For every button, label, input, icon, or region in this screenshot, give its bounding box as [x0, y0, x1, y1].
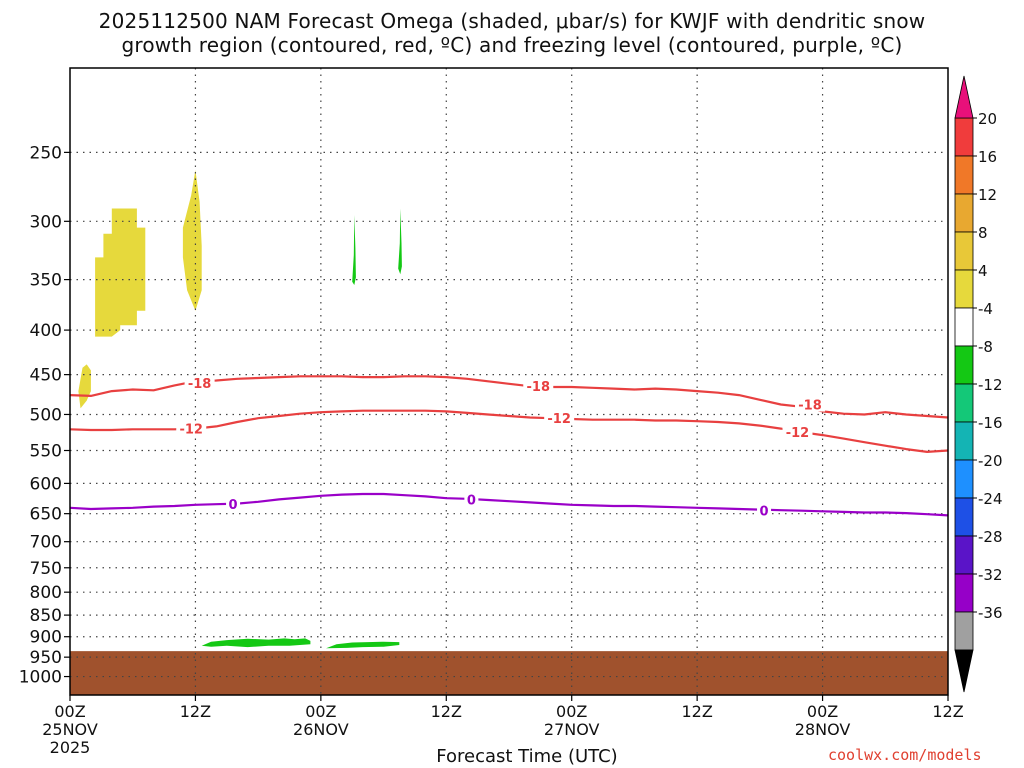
y-tick-label-750: 750: [30, 559, 62, 579]
colorbar-swatch-12: [954, 573, 974, 613]
contour-label-6: 0: [229, 498, 238, 513]
x-tick-label-4: 00Z: [556, 702, 587, 721]
colorbar-swatch-2: [954, 193, 974, 233]
contour-label-bg-8: [757, 503, 772, 518]
colorbar-label-9: -20: [978, 452, 1003, 470]
colorbar-swatch-11: [954, 535, 974, 575]
colorbar-label-2: 12: [978, 186, 997, 204]
colorbar-swatch-5: [954, 307, 974, 347]
omega-region-2: [78, 364, 91, 409]
x-tick-label-3: 12Z: [431, 702, 462, 721]
contour-label-bg-3: [176, 421, 207, 436]
colorbar-label-4: 4: [978, 262, 988, 280]
y-tick-label-550: 550: [30, 442, 62, 462]
omega-region-1: [182, 170, 202, 311]
x-tick-label-6: 00Z: [807, 702, 838, 721]
ground-fill: [70, 651, 948, 695]
colorbar-swatch-6: [954, 345, 974, 385]
colorbar-label-12: -32: [978, 566, 1003, 584]
contour-label-0: -18: [188, 377, 212, 392]
omega-region-5: [201, 638, 311, 648]
ground-layer: [70, 651, 948, 695]
colorbar-label-1: 16: [978, 148, 997, 166]
colorbar-swatch-10: [954, 497, 974, 537]
x-tick-date-6: 28NOV: [795, 720, 851, 739]
y-tick-label-700: 700: [30, 533, 62, 553]
colorbar-swatch-4: [954, 269, 974, 309]
x-axis-label: Forecast Time (UTC): [436, 746, 618, 767]
colorbar-label-3: 8: [978, 224, 988, 242]
x-tick-label-2: 00Z: [305, 702, 336, 721]
colorbar: 20 16 12 8 4 -4 -8 -12 -16 -20 -24 -28 -32 -36: [954, 75, 1003, 693]
colorbar-swatch-7: [954, 383, 974, 423]
colorbar-bottom-arrow: [954, 649, 974, 693]
contour-label-3: -12: [179, 423, 203, 438]
x-tick-date-2: 26NOV: [293, 720, 349, 739]
watermark-text: coolwx.com/models: [828, 746, 982, 764]
contour-label-7: 0: [467, 493, 476, 508]
colorbar-label-0: 20: [978, 110, 997, 128]
x-tick-label-5: 12Z: [681, 702, 712, 721]
contour-label-layer: -18 -18 -18 -12 -12 -12 0 0 0: [176, 375, 826, 520]
contour-label-bg-2: [795, 397, 826, 412]
chart-title-line2: growth region (contoured, red, ºC) and f…: [121, 33, 903, 57]
omega-region-4: [398, 208, 402, 275]
colorbar-label-8: -16: [978, 414, 1003, 432]
chart-title-line1: 2025112500 NAM Forecast Omega (shaded, μ…: [98, 9, 926, 33]
y-tick-label-300: 300: [30, 212, 62, 232]
colorbar-swatch-9: [954, 459, 974, 499]
contour-label-4: -12: [547, 412, 571, 427]
y-tick-label-600: 600: [30, 474, 62, 494]
x-tick-label-7: 12Z: [932, 702, 963, 721]
omega-region-3: [352, 215, 356, 285]
colorbar-swatch-0: [954, 117, 974, 157]
contour-label-bg-6: [226, 497, 241, 512]
contour-line-freezing: [69, 492, 949, 517]
x-tick-year-0: 2025: [50, 738, 91, 757]
y-tick-label-400: 400: [30, 321, 62, 341]
colorbar-swatch-13: [954, 611, 974, 651]
colorbar-swatch-8: [954, 421, 974, 461]
omega-shading-layer: [78, 170, 402, 649]
contour-label-5: -12: [786, 426, 810, 441]
y-tick-label-800: 800: [30, 583, 62, 603]
x-tick-label-0: 00Z: [54, 702, 85, 721]
y-tick-label-950: 950: [30, 648, 62, 668]
contour-label-bg-0: [184, 375, 215, 390]
y-tick-label-650: 650: [30, 505, 62, 525]
colorbar-top-arrow: [954, 75, 974, 119]
contour-label-bg-1: [523, 379, 554, 394]
y-axis: 2503003504004505005506006507007508008509…: [19, 143, 70, 688]
omega-region-6: [326, 641, 400, 649]
colorbar-label-5: -4: [978, 300, 993, 318]
y-tick-label-350: 350: [30, 271, 62, 291]
omega-region-0: [95, 208, 146, 337]
x-tick-date-4: 27NOV: [544, 720, 600, 739]
x-tick-label-1: 12Z: [180, 702, 211, 721]
colorbar-label-13: -36: [978, 604, 1003, 622]
contour-label-2: -18: [798, 399, 822, 414]
contour-layer: [69, 375, 949, 517]
colorbar-label-11: -28: [978, 528, 1003, 546]
contour-label-bg-4: [544, 411, 575, 426]
colorbar-label-7: -12: [978, 376, 1003, 394]
x-tick-date-0: 25NOV: [42, 720, 98, 739]
y-tick-label-1000: 1000: [19, 668, 62, 688]
colorbar-label-6: -8: [978, 338, 993, 356]
plot-frame: [69, 67, 949, 696]
contour-label-8: 0: [760, 505, 769, 520]
y-tick-label-500: 500: [30, 405, 62, 425]
colorbar-swatch-1: [954, 155, 974, 195]
colorbar-label-10: -24: [978, 490, 1003, 508]
y-tick-label-450: 450: [30, 366, 62, 386]
y-tick-label-850: 850: [30, 606, 62, 626]
contour-label-bg-5: [782, 425, 813, 440]
y-tick-label-900: 900: [30, 628, 62, 648]
colorbar-swatch-3: [954, 231, 974, 271]
contour-label-1: -18: [527, 380, 551, 395]
contour-label-bg-7: [464, 492, 479, 507]
y-tick-label-250: 250: [30, 143, 62, 163]
